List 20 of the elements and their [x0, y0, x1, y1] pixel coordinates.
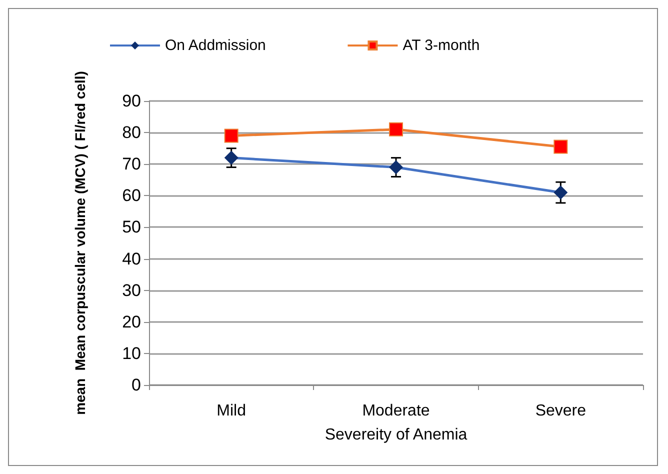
x-tick-label: Mild	[216, 402, 246, 420]
y-tick-label: 70	[122, 154, 141, 174]
legend-label: AT 3-month	[402, 37, 480, 54]
point	[389, 122, 403, 136]
y-tick-label: 60	[122, 186, 141, 206]
x-tick-label: Moderate	[362, 402, 430, 420]
y-tick-label: 30	[122, 280, 141, 300]
y-tick-label: 10	[122, 344, 141, 363]
legend-label: On Addmission	[165, 37, 266, 54]
x-tick-label: Severe	[535, 402, 586, 420]
y-tick-label: 80	[122, 123, 141, 142]
x-axis-title: Severeity of Anemia	[324, 426, 468, 444]
y-axis-title: mean Mean corpuscular volume (MCV) ( Fl/red cell)	[72, 71, 88, 415]
y-tick-label: 90	[122, 92, 141, 110]
y-tick-label: 50	[122, 218, 141, 237]
y-tick-label: 0	[132, 376, 141, 394]
y-tick-label: 20	[122, 312, 141, 332]
point	[554, 140, 568, 154]
y-tick-label: 40	[122, 249, 141, 268]
point	[224, 128, 238, 143]
